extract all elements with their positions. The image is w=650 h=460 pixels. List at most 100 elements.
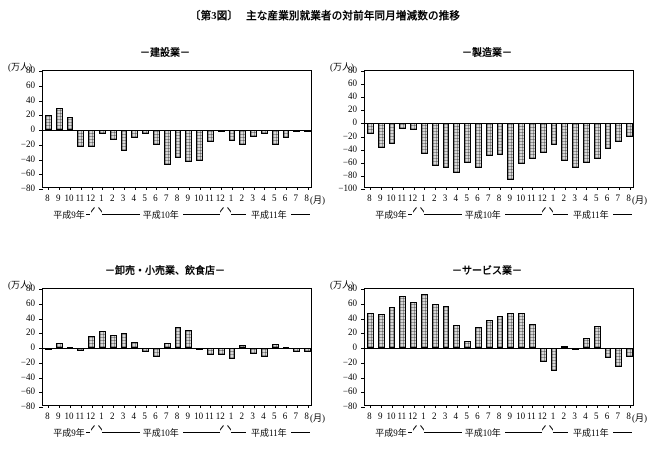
y-tick-label-manufacturing-3: 20 (348, 104, 357, 115)
x-tick-label-construction-24: 8 (304, 193, 309, 203)
year-bracket-line-wholesale-retail-food-0-0 (86, 432, 91, 433)
x-tick-wholesale-retail-food-24 (307, 405, 309, 408)
x-tick-wholesale-retail-food-20 (264, 405, 266, 408)
x-tick-label-services-7: 3 (442, 411, 448, 421)
x-tick-manufacturing-7 (446, 187, 447, 190)
x-tick-label-services-1: 9 (377, 411, 383, 421)
x-tick-label-manufacturing-12: 8 (496, 193, 502, 203)
x-tick-construction-16 (221, 187, 223, 190)
year-bracket-line-manufacturing-0-0 (408, 214, 413, 215)
bar-construction-14 (196, 130, 203, 161)
x-tick-services-10 (478, 405, 480, 408)
bar-construction-24 (304, 130, 311, 132)
x-tick-label-services-24: 8 (626, 411, 631, 421)
y-tick-manufacturing-1 (361, 84, 365, 86)
chart-panel-wholesale-retail-food: －卸売・小売業、飲食店－ (万人) 80 60 40 20 0 −20 −40 −60 −80 8… (6, 262, 325, 458)
x-tick-label-construction-5: 1 (99, 193, 104, 203)
x-tick-wholesale-retail-food-6 (113, 405, 115, 408)
bar-construction-12 (174, 130, 182, 159)
x-tick-manufacturing-23 (618, 187, 620, 190)
x-tick-wholesale-retail-food-9 (145, 405, 147, 408)
x-tick-label-wholesale-retail-food-11: 7 (163, 411, 169, 421)
x-tick-label-manufacturing-16: 12 (537, 193, 547, 203)
chart-panel-construction: －建設業－ (万人) 80 60 40 20 0 −20 −40 −60 −80 8 9 10 11 12… (6, 44, 325, 240)
x-tick-manufacturing-18 (564, 187, 566, 190)
x-tick-label-services-5: 1 (421, 411, 426, 421)
year-bracket-line-wholesale-retail-food-2-3 (291, 432, 310, 433)
y-tick-services-7 (361, 392, 365, 394)
y-tick-label-manufacturing-4: 0 (352, 117, 358, 128)
x-tick-label-manufacturing-4: 12 (408, 193, 418, 203)
x-tick-label-services-16: 12 (537, 411, 547, 421)
x-tick-label-services-4: 12 (408, 411, 418, 421)
bar-wholesale-retail-food-19 (250, 348, 257, 354)
x-tick-construction-18 (242, 187, 244, 190)
year-bracket-line-services-1-2 (505, 432, 543, 433)
x-tick-construction-5 (102, 187, 104, 190)
x-tick-construction-14 (199, 187, 201, 190)
bar-manufacturing-23 (615, 123, 623, 143)
bar-manufacturing-16 (539, 123, 547, 153)
y-tick-label-construction-1: 60 (26, 79, 35, 90)
bar-services-9 (464, 341, 471, 348)
figure-title: 〔第3図〕 主な産業別就業者の対前年同月増減数の推移 (0, 8, 650, 23)
y-tick-label-services-2: 40 (348, 312, 357, 323)
x-tick-label-wholesale-retail-food-13: 9 (185, 411, 191, 421)
x-tick-construction-20 (264, 187, 266, 190)
year-bracket-line-construction-2-0 (231, 214, 247, 215)
x-tick-label-manufacturing-3: 11 (397, 193, 407, 203)
year-bracket-line-wholesale-retail-food-1-2 (183, 432, 221, 433)
y-tick-manufacturing-6 (361, 149, 365, 151)
x-tick-label-services-2: 10 (386, 411, 396, 421)
x-tick-label-construction-21: 5 (271, 193, 277, 203)
x-tick-manufacturing-24 (629, 187, 631, 190)
x-tick-services-4 (413, 405, 415, 408)
x-tick-services-7 (446, 405, 447, 408)
bar-construction-16 (217, 130, 225, 132)
bar-services-22 (604, 348, 612, 358)
y-tick-label-manufacturing-9: −100 (338, 183, 357, 193)
year-bracket-line-services-1-1 (423, 432, 463, 433)
x-tick-label-services-9: 5 (464, 411, 469, 421)
x-tick-label-construction-23: 7 (293, 193, 299, 203)
y-tick-label-construction-3: 20 (26, 109, 35, 120)
x-tick-label-construction-8: 4 (131, 193, 137, 203)
bar-construction-4 (88, 130, 95, 147)
x-tick-construction-17 (232, 187, 233, 190)
x-tick-wholesale-retail-food-11 (167, 405, 169, 408)
x-tick-wholesale-retail-food-13 (188, 405, 190, 408)
y-tick-services-1 (361, 303, 365, 305)
bar-manufacturing-5 (421, 123, 428, 155)
x-tick-label-manufacturing-13: 9 (507, 193, 513, 203)
x-tick-manufacturing-1 (381, 187, 383, 190)
y-tick-manufacturing-4 (361, 123, 365, 125)
x-tick-label-wholesale-retail-food-16: 12 (215, 411, 225, 421)
bar-manufacturing-2 (388, 123, 396, 144)
x-tick-label-manufacturing-11: 7 (485, 193, 491, 203)
plot-area-wholesale-retail-food (39, 288, 312, 408)
year-label-services-0: 平成9年 (375, 428, 407, 438)
x-tick-label-manufacturing-7: 3 (442, 193, 448, 203)
y-tick-manufacturing-0 (361, 71, 365, 72)
y-tick-label-construction-0: 80 (26, 65, 35, 75)
x-tick-label-construction-6: 2 (109, 193, 115, 203)
x-tick-label-construction-3: 11 (75, 193, 85, 203)
y-tick-services-5 (361, 362, 365, 364)
bar-construction-0 (45, 114, 52, 130)
x-tick-label-manufacturing-10: 6 (475, 193, 480, 203)
x-tick-manufacturing-11 (489, 187, 491, 190)
x-tick-services-12 (500, 405, 501, 408)
x-tick-label-services-0: 8 (367, 411, 372, 421)
bar-services-10 (475, 326, 482, 348)
figure-number: 〔第3図〕 (189, 11, 239, 22)
bar-construction-5 (99, 130, 106, 134)
x-tick-label-manufacturing-20: 4 (583, 193, 588, 203)
x-tick-services-17 (554, 405, 555, 408)
x-tick-label-manufacturing-14: 10 (516, 193, 526, 203)
x-tick-services-13 (510, 405, 512, 408)
x-tick-construction-24 (307, 187, 309, 190)
x-tick-label-construction-4: 12 (86, 193, 96, 203)
year-label-manufacturing-1: 平成10年 (464, 210, 501, 220)
year-label-construction-1: 平成10年 (142, 210, 179, 220)
y-tick-label-services-0: 80 (348, 283, 357, 293)
